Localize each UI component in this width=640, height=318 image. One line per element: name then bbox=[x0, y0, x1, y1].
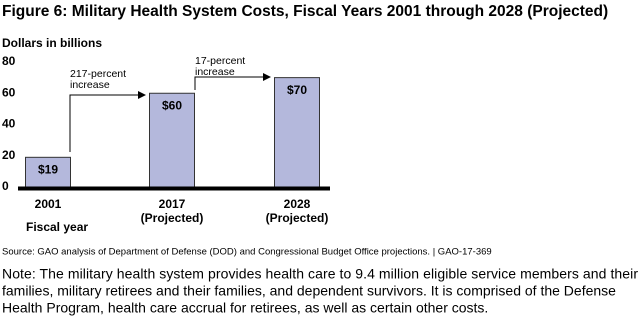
value-label: $19 bbox=[38, 162, 58, 176]
annotation: increase bbox=[70, 79, 110, 91]
x-tick-label: 2028 bbox=[284, 197, 311, 211]
chart-title: Figure 6: Military Health System Costs, … bbox=[2, 3, 608, 20]
bar bbox=[274, 77, 320, 188]
x-tick-sublabel: (Projected) bbox=[266, 211, 329, 225]
note: Health Program, health care accrual for … bbox=[2, 300, 488, 316]
arrow bbox=[69, 91, 146, 152]
bar bbox=[149, 92, 195, 188]
note: Note: The military health system provide… bbox=[2, 266, 638, 282]
x-tick-label: 2017 bbox=[159, 197, 186, 211]
y-tick-label: 0 bbox=[2, 179, 9, 193]
y-tick-label: 40 bbox=[2, 117, 16, 131]
arrow bbox=[194, 73, 271, 90]
y-tick-label: 80 bbox=[2, 54, 16, 68]
y-tick-label: 60 bbox=[2, 85, 16, 99]
x-tick-label: 2001 bbox=[35, 197, 62, 211]
x-tick-sublabel: (Projected) bbox=[141, 211, 204, 225]
y-axis-label: Dollars in billions bbox=[2, 36, 102, 50]
annotation: 217-percent bbox=[70, 68, 126, 80]
annotation: 17-percent bbox=[195, 55, 245, 67]
source: Source: GAO analysis of Department of De… bbox=[2, 247, 492, 258]
note: families, military retirees and their fa… bbox=[2, 283, 616, 299]
annotation: increase bbox=[195, 66, 235, 78]
value-label: $70 bbox=[287, 83, 307, 97]
bar bbox=[25, 156, 71, 188]
y-tick-label: 20 bbox=[2, 148, 16, 162]
x-axis-label: Fiscal year bbox=[26, 220, 88, 234]
value-label: $60 bbox=[162, 98, 182, 112]
